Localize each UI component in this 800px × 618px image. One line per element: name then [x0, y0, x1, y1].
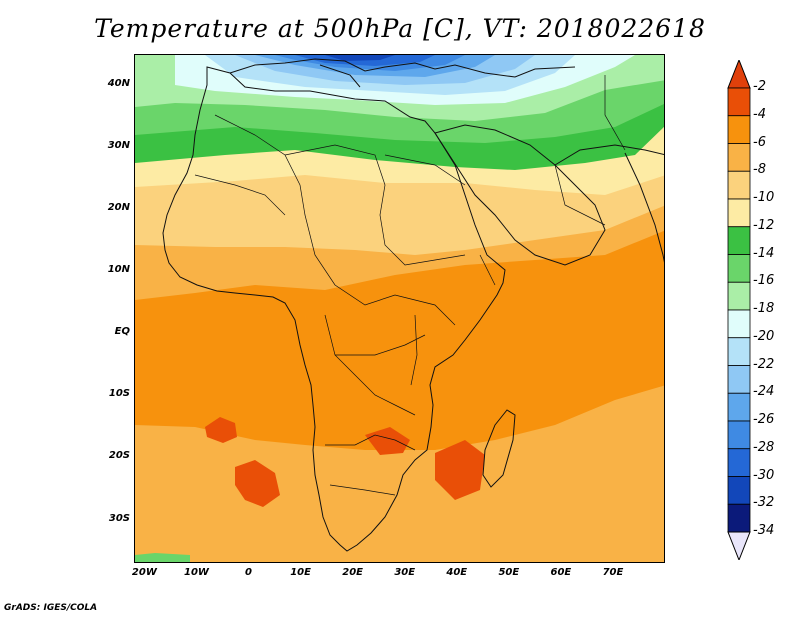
field-warm-patch-3	[365, 427, 410, 455]
italy-coast	[319, 64, 361, 88]
colorbar-tick-label: -14	[753, 245, 775, 261]
colorbar-tick-label: -28	[753, 439, 775, 455]
colorbar-tick-label: -12	[753, 217, 775, 233]
lat-label: 20N	[107, 202, 130, 214]
colorbar-tick-label: -10	[753, 190, 775, 205]
colorbar-tick-label: -22	[753, 356, 775, 372]
colorbar-tick-label: -32	[753, 495, 775, 511]
border-line-9	[384, 154, 466, 186]
lat-label: 10S	[108, 388, 130, 400]
colorbar-bin	[727, 170, 751, 200]
border-line-2	[284, 144, 466, 266]
colorbar-bin	[727, 254, 751, 283]
lat-label: 30S	[108, 512, 130, 524]
colorbar	[727, 60, 751, 560]
arabia-coast	[434, 124, 606, 266]
lat-label: 20S	[108, 450, 130, 462]
colorbar-bin	[727, 281, 751, 311]
mediterranean-coast	[229, 58, 576, 78]
colorbar-tick-label: -34	[753, 523, 775, 538]
lon-label: 20W	[131, 567, 157, 578]
colorbar-bin	[727, 115, 751, 144]
colorbar-bin	[727, 392, 751, 422]
lat-label: EQ	[114, 326, 130, 338]
colorbar-bin	[727, 226, 751, 255]
field-warm-patch-1	[205, 417, 237, 443]
colorbar-under-triangle	[727, 531, 751, 560]
colorbar-bin	[727, 198, 751, 228]
colorbar-bin	[727, 337, 751, 366]
country-borders	[194, 75, 626, 496]
colorbar-tick-label: -8	[753, 162, 766, 178]
colorbar-tick-label: -30	[753, 467, 775, 483]
border-lakes	[410, 314, 418, 386]
madagascar-coast	[482, 409, 516, 488]
colorbar-bin	[727, 448, 751, 477]
iran-coast	[554, 144, 664, 166]
colorbar-bin	[727, 87, 751, 117]
lon-label: 50E	[498, 567, 520, 578]
colorbar-bin	[727, 309, 751, 339]
colorbar-bin	[727, 143, 751, 172]
border-line-10	[554, 164, 606, 226]
border-line-7	[329, 484, 396, 496]
border-line-4	[324, 314, 416, 416]
border-line-8	[479, 254, 496, 286]
india-coast	[624, 152, 664, 263]
temperature-field	[135, 55, 664, 562]
colorbar-tick-label: -18	[753, 301, 775, 316]
colorbar-bin	[727, 365, 751, 394]
lon-label: 30E	[394, 567, 416, 578]
temperature-map	[134, 54, 665, 563]
lat-label: 40N	[107, 78, 130, 90]
border-line-3	[194, 174, 286, 216]
colorbar-tick-label: -20	[753, 328, 775, 344]
lat-label: 30N	[107, 140, 130, 152]
field-band-30-32	[325, 55, 395, 61]
colorbar-bin	[727, 420, 751, 450]
map-title: Temperature at 500hPa [C], VT: 201802261…	[94, 14, 706, 43]
field-band-6-8-south	[135, 385, 664, 562]
lat-label: 10N	[107, 264, 130, 276]
colorbar-tick-label: -2	[753, 79, 766, 94]
border-line-5	[335, 334, 426, 356]
field-band-28-30	[295, 55, 435, 66]
lon-label: 20E	[342, 567, 364, 578]
colorbar-over-triangle	[727, 60, 751, 89]
coastlines	[162, 58, 664, 552]
software-credit: GrADS: IGES/COLA	[4, 603, 98, 613]
colorbar-tick-label: -24	[753, 384, 775, 400]
lon-label: 60E	[550, 567, 572, 578]
colorbar-tick-label: -16	[753, 273, 775, 289]
lon-label: 0	[245, 567, 252, 578]
lon-label: 40E	[446, 567, 468, 578]
colorbar-bin	[727, 476, 751, 505]
colorbar-tick-label: -26	[753, 412, 775, 427]
colorbar-tick-label: -4	[753, 106, 766, 122]
field-warm-patch-2	[235, 460, 280, 507]
field-patch-sw	[135, 553, 190, 562]
border-line-6	[325, 434, 416, 451]
colorbar-tick-label: -6	[753, 134, 766, 150]
lon-label: 70E	[602, 567, 624, 578]
lon-label: 10E	[290, 567, 311, 578]
lon-label: 10W	[183, 567, 209, 578]
border-line-11	[604, 75, 626, 151]
field-warm-patch-4	[435, 440, 485, 500]
border-line-1	[214, 114, 456, 326]
colorbar-bin	[727, 503, 751, 533]
